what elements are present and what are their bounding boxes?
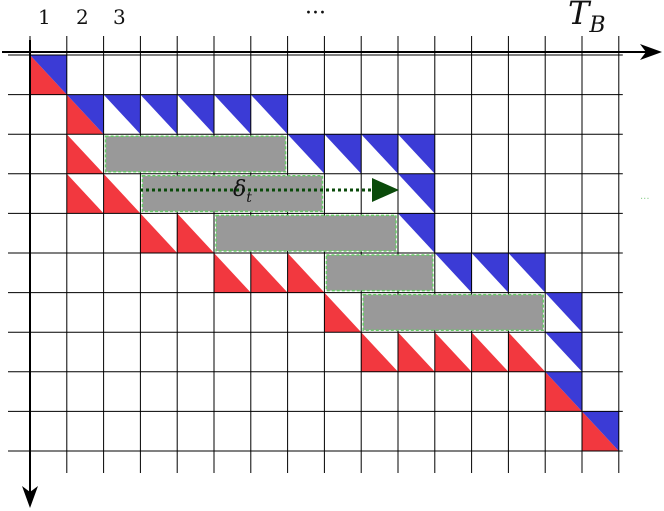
matrix-cells (30, 55, 619, 451)
red-triangle (508, 332, 546, 372)
gray-block (215, 214, 397, 252)
red-triangle (103, 173, 141, 214)
delta-t-label: δt (233, 177, 252, 206)
gray-block (325, 254, 434, 292)
tb-label: TB (568, 0, 606, 38)
gray-block (141, 175, 324, 213)
gray-block (104, 135, 287, 173)
blue-triangle (287, 134, 325, 174)
red-triangle (582, 411, 619, 451)
blue-triangle (434, 253, 472, 293)
column-ellipsis: ··· (305, 1, 326, 26)
red-triangle (177, 213, 214, 253)
red-triangle (545, 371, 582, 412)
blue-triangle (508, 253, 546, 293)
grid-lines (8, 36, 623, 473)
red-triangle (324, 292, 362, 333)
blue-triangle (398, 134, 435, 174)
red-triangle (287, 253, 325, 293)
horizontal-axis (2, 44, 662, 60)
red-triangle (214, 253, 251, 293)
red-triangle (66, 134, 104, 174)
blue-triangle (545, 332, 582, 372)
gray-blocks (104, 135, 544, 331)
red-triangle (250, 253, 288, 293)
blue-triangle (545, 371, 582, 412)
blue-triangle (471, 253, 509, 293)
column-label-2: 2 (76, 5, 89, 29)
blue-triangle (398, 213, 435, 253)
red-triangle (140, 213, 178, 253)
red-triangle (30, 55, 67, 95)
column-label-1: 1 (38, 5, 51, 29)
blue-triangle (103, 94, 141, 135)
red-triangle (471, 332, 509, 372)
blue-triangle (361, 134, 398, 174)
red-triangle (398, 332, 435, 372)
gray-block (362, 293, 544, 331)
blue-triangle (250, 94, 288, 135)
blue-triangle (324, 134, 362, 174)
blue-triangle (177, 94, 214, 135)
blue-triangle (66, 94, 104, 135)
blue-triangle (545, 292, 582, 333)
blue-triangle (398, 173, 435, 214)
red-triangle (434, 332, 472, 372)
blue-triangle (140, 94, 178, 135)
red-triangle (361, 332, 398, 372)
column-label-3: 3 (113, 5, 126, 29)
decorative-dots: ··· (640, 194, 650, 205)
vertical-axis (22, 40, 38, 508)
down-arrow-icon (22, 486, 38, 508)
blue-triangle (582, 411, 619, 451)
blue-triangle (30, 55, 67, 95)
red-triangle (66, 173, 104, 214)
right-arrow-icon (640, 44, 662, 60)
blue-triangle (214, 94, 251, 135)
